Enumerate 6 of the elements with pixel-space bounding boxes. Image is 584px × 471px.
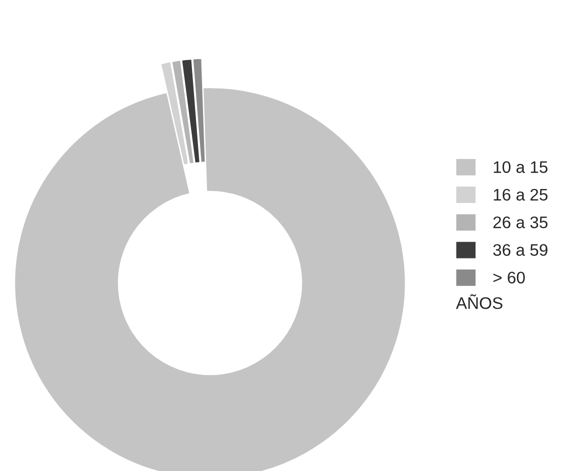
legend-label: > 60 — [493, 272, 525, 284]
legend-label: 16 a 25 — [494, 188, 548, 201]
legend-label: 36 a 59 — [493, 244, 548, 256]
legend-label: 26 a 35 — [493, 216, 548, 228]
legend-label: 10 a 15 — [494, 161, 548, 173]
legend-title: AÑOS — [456, 294, 502, 310]
